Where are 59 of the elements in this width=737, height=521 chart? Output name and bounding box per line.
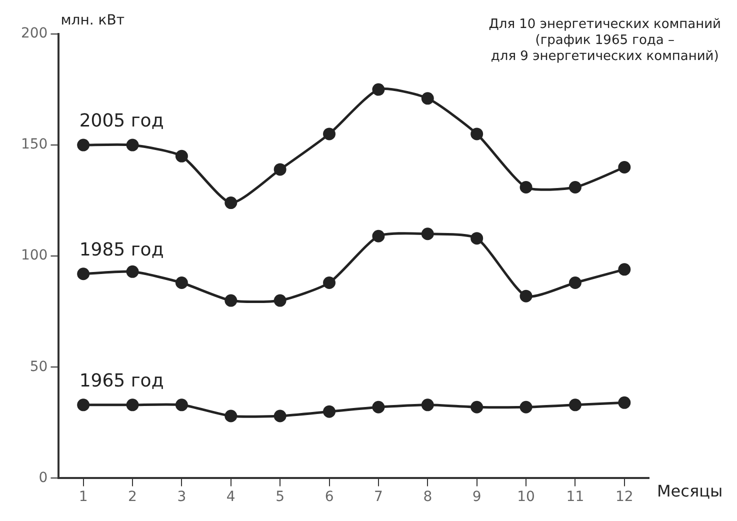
- point: [618, 263, 631, 276]
- point: [372, 230, 385, 242]
- y-tick-label: 200: [20, 26, 48, 42]
- point: [224, 196, 238, 210]
- point: [126, 138, 139, 152]
- x-tick-label: 6: [324, 489, 334, 506]
- point: [126, 265, 139, 278]
- x-tick-label: 5: [276, 489, 285, 506]
- point: [274, 410, 286, 422]
- point: [520, 290, 532, 302]
- x-tick-label: 9: [472, 489, 482, 506]
- series-label: 1985 год: [79, 240, 164, 261]
- point: [126, 398, 139, 412]
- point: [470, 232, 484, 245]
- point: [323, 405, 336, 418]
- point: [568, 398, 582, 412]
- series-label: 2005 год: [79, 110, 164, 132]
- point: [470, 128, 484, 140]
- point: [520, 181, 532, 194]
- point: [175, 276, 188, 289]
- x-tick-label: 12: [615, 489, 634, 506]
- point: [421, 92, 434, 105]
- point: [372, 400, 385, 414]
- point: [77, 398, 90, 412]
- point: [224, 410, 238, 422]
- point: [568, 181, 582, 194]
- point: [175, 150, 188, 162]
- y-tick-label: 50: [30, 358, 48, 375]
- point: [77, 268, 90, 280]
- y-axis-title: млн. кВт: [60, 12, 125, 29]
- x-tick-label: 1: [78, 489, 88, 506]
- y-tick-label: 0: [38, 470, 48, 486]
- point: [618, 396, 631, 409]
- point: [421, 228, 434, 240]
- point: [175, 398, 188, 412]
- point: [224, 294, 238, 307]
- x-tick-label: 11: [566, 489, 584, 506]
- point: [520, 400, 532, 414]
- point: [470, 400, 484, 414]
- y-tick-label: 100: [20, 248, 48, 264]
- point: [372, 83, 385, 96]
- point: [618, 161, 631, 174]
- point: [323, 128, 336, 140]
- series-label: 1965 год: [79, 370, 164, 392]
- x-tick-label: 10: [517, 489, 535, 506]
- x-tick-label: 2: [128, 489, 137, 506]
- x-tick-label: 8: [423, 489, 432, 506]
- y-tick-label: 150: [20, 136, 48, 153]
- point: [323, 276, 336, 289]
- x-tick-label: 7: [374, 489, 383, 506]
- annotation: Для 10 энергетических компаний (график 1965 года – для 9 энергетических компаний): [488, 16, 722, 64]
- point: [274, 163, 286, 176]
- x-tick-label: 4: [226, 489, 236, 506]
- x-tick-label: 3: [177, 489, 186, 506]
- point: [77, 138, 90, 152]
- point: [274, 294, 286, 307]
- point: [568, 276, 582, 289]
- point: [421, 398, 434, 412]
- x-axis-title: Месяцы: [657, 481, 723, 500]
